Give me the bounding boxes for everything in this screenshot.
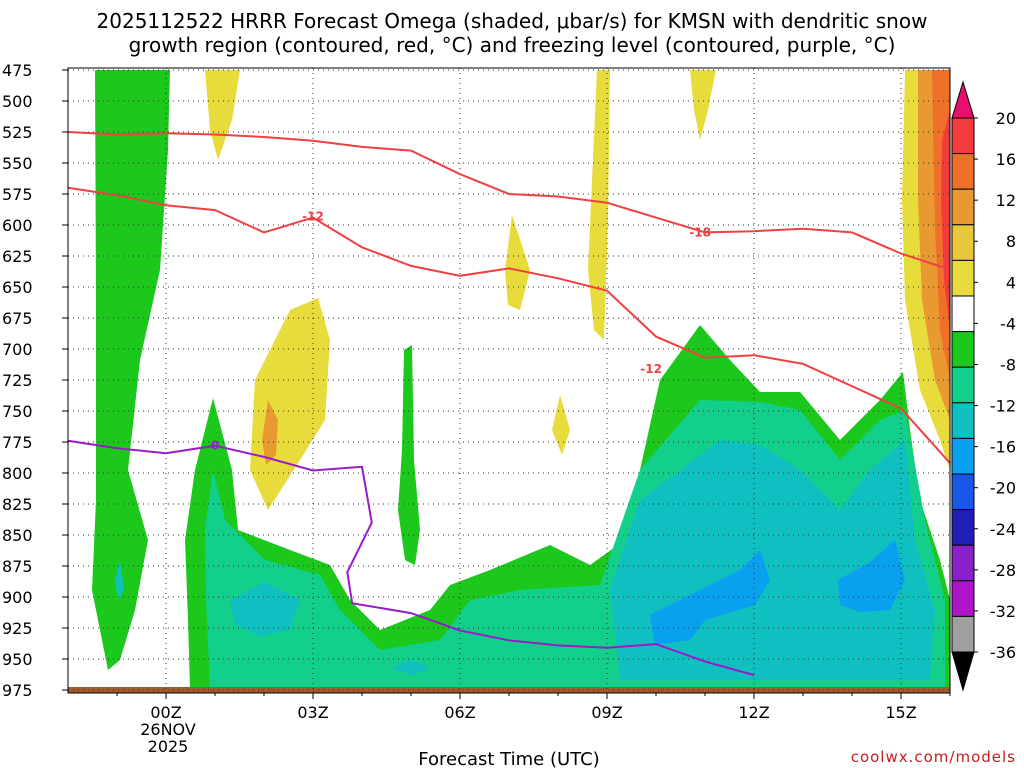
colorbar-label: -4 (1000, 314, 1016, 333)
dendritic-top-contour (67, 131, 951, 271)
colorbar-label: -16 (990, 438, 1016, 457)
x-tick-label: 00Z (150, 703, 181, 722)
colorbar-segment (951, 259, 975, 297)
omega-yellow-region (690, 70, 716, 140)
omega-blue-region (650, 550, 770, 645)
x-tick-label: 06Z (444, 703, 475, 722)
contour-label: -12 (302, 209, 324, 223)
credit-text: coolwx.com/models (851, 748, 1016, 766)
y-tick-label: 600 (2, 216, 33, 235)
colorbar-segment (951, 117, 975, 155)
y-tick-label: 875 (2, 557, 33, 576)
omega-yellow-region (205, 70, 240, 160)
colorbar-label: -32 (990, 602, 1016, 621)
colorbar-segment (951, 366, 975, 404)
colorbar-label: -36 (990, 643, 1016, 662)
omega-cyan-region (392, 660, 430, 675)
colorbar-label: 12 (996, 191, 1016, 210)
contour-label: 0 (211, 439, 219, 453)
colorbar-label: -28 (990, 561, 1016, 580)
omega-green-region (398, 345, 420, 565)
x-tick-label: 15Z (885, 703, 916, 722)
omega-shading (68, 70, 950, 693)
y-tick-label: 725 (2, 371, 33, 390)
colorbar-segment (951, 295, 975, 333)
freezing-level-contour (67, 439, 755, 677)
colorbar-segment (951, 153, 975, 190)
colorbar-segment (951, 509, 975, 546)
contour-lines: -12 -18 -12 0 (67, 131, 951, 677)
omega-yellow-region (552, 395, 570, 455)
y-tick-label: 650 (2, 278, 33, 297)
colorbar-segment (951, 544, 975, 582)
colorbar-segment (951, 402, 975, 439)
omega-yellow-region (262, 400, 278, 465)
x-tick-label: 12Z (738, 703, 769, 722)
contour-label: -12 (640, 362, 662, 376)
x-axis-label: Forecast Time (UTC) (418, 749, 599, 768)
dendritic-bottom-contour (67, 186, 951, 464)
y-tick-label: 800 (2, 464, 33, 483)
x-tick-label: 09Z (591, 703, 622, 722)
title-line-2: growth region (contoured, red, °C) and f… (129, 33, 896, 57)
colorbar-label: -20 (990, 479, 1016, 498)
y-tick-label: 575 (2, 185, 33, 204)
x-tick-label: 03Z (297, 703, 328, 722)
colorbar-segment (951, 473, 975, 511)
colorbar-label: 20 (996, 109, 1016, 128)
colorbar-segment (951, 437, 975, 475)
y-tick-label: 775 (2, 433, 33, 452)
colorbar-label: -24 (990, 520, 1016, 539)
colorbar-top-arrow (951, 80, 975, 119)
y-tick-label: 675 (2, 309, 33, 328)
y-tick-label: 750 (2, 402, 33, 421)
y-axis: 475 500 525 550 575 600 625 650 675 700 725 750 775 8… (2, 61, 68, 700)
y-tick-label: 500 (2, 92, 33, 111)
colorbar-label: 4 (1006, 273, 1016, 292)
x-axis: 00Z 03Z 06Z 09Z 12Z 15Z (116, 693, 951, 722)
omega-green-region (92, 70, 170, 670)
omega-red-region (941, 110, 950, 330)
y-tick-label: 900 (2, 588, 33, 607)
colorbar: 20 16 12 8 4 -4 -8 -12 -16 -20 -24 -28 -32 -36 (951, 80, 1016, 692)
colorbar-segment (951, 331, 975, 368)
y-tick-label: 925 (2, 619, 33, 638)
grid-lines (68, 68, 950, 693)
colorbar-segment (951, 615, 975, 653)
omega-yellow-region (505, 215, 530, 310)
y-tick-label: 850 (2, 526, 33, 545)
colorbar-segment (951, 580, 975, 617)
y-tick-label: 950 (2, 650, 33, 669)
colorbar-segment (951, 188, 975, 226)
title-line-1: 2025112522 HRRR Forecast Omega (shaded, … (97, 9, 928, 33)
date-label-year: 2025 (148, 737, 189, 756)
omega-blue-region (838, 540, 905, 612)
y-tick-label: 475 (2, 61, 33, 80)
omega-cyan-region (230, 582, 300, 636)
y-tick-label: 825 (2, 495, 33, 514)
colorbar-label: -12 (990, 397, 1016, 416)
omega-yellow-region (588, 70, 610, 340)
y-tick-label: 625 (2, 247, 33, 266)
y-tick-label: 975 (2, 681, 33, 700)
contour-label: -18 (689, 225, 711, 239)
colorbar-label: -8 (1000, 355, 1016, 374)
y-tick-label: 700 (2, 340, 33, 359)
plot-area: -12 -18 -12 0 (67, 67, 951, 694)
y-tick-label: 525 (2, 123, 33, 142)
colorbar-segment (951, 224, 975, 261)
y-tick-label: 550 (2, 154, 33, 173)
colorbar-label: 16 (996, 150, 1016, 169)
colorbar-label: 8 (1006, 232, 1016, 251)
colorbar-bottom-arrow (951, 651, 975, 692)
date-label-day: 26NOV (140, 720, 196, 739)
omega-cyan-region (115, 560, 124, 600)
